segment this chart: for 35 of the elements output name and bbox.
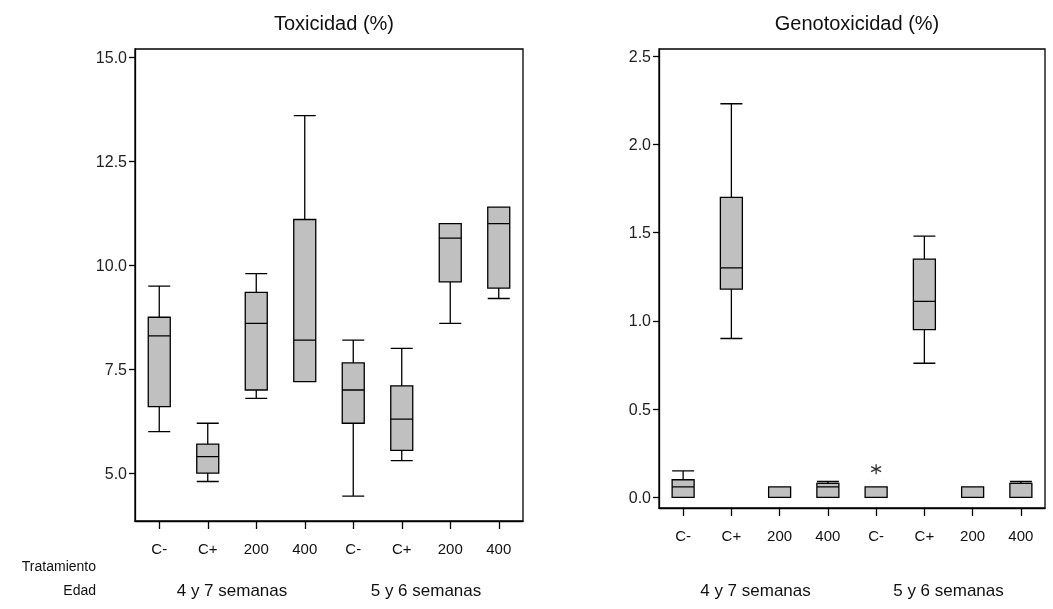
text: 4 y 7 semanas — [700, 580, 811, 600]
x-tick-label: 400 — [815, 527, 841, 544]
y-tick-label: 7.5 — [104, 360, 128, 378]
y-tick-label: 5.0 — [104, 464, 128, 482]
text: Edad — [63, 582, 96, 598]
text: 5 y 6 semanas — [370, 580, 482, 600]
x-tick-label: 400 — [486, 540, 512, 557]
y-tick-label: 1.5 — [628, 224, 652, 242]
x-tick-label: C- — [675, 527, 692, 544]
y-tick-label: 0.0 — [628, 488, 652, 506]
text: 5 y 6 semanas — [893, 580, 1004, 600]
x-tick-label: C- — [151, 540, 168, 557]
x-tick-label: 400 — [1008, 527, 1034, 544]
x-tick-label: C+ — [721, 527, 742, 544]
x-tick-label: 200 — [960, 527, 986, 544]
y-tick-label: 12.5 — [95, 152, 128, 170]
x-tick-label: 200 — [767, 527, 793, 544]
y-tick-label: 2.0 — [628, 135, 652, 153]
y-tick-label: 15.0 — [95, 48, 128, 66]
y-tick-label: 2.5 — [628, 47, 652, 65]
y-tick-label: 0.5 — [628, 400, 652, 418]
text: 4 y 7 semanas — [176, 580, 288, 600]
x-tick-label: C+ — [391, 540, 412, 557]
chart-title: Genotoxicidad (%) — [774, 12, 940, 34]
x-tick-label: 200 — [437, 540, 463, 557]
x-tick-label: 200 — [243, 540, 269, 557]
x-tick-label: 400 — [292, 540, 318, 557]
x-tick-label: C+ — [914, 527, 935, 544]
chart-title: Toxicidad (%) — [273, 12, 395, 34]
text: Tratamiento — [21, 558, 97, 574]
x-tick-label: C- — [868, 527, 885, 544]
y-tick-label: 10.0 — [95, 256, 128, 274]
y-tick-label: 1.0 — [628, 312, 652, 330]
x-tick-label: C+ — [197, 540, 218, 557]
x-tick-label: C- — [345, 540, 362, 557]
